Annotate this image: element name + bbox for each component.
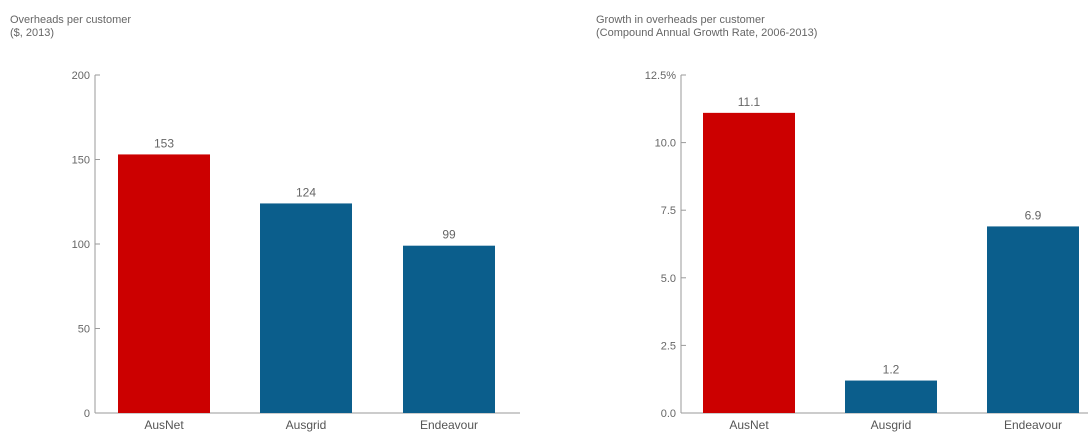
category-label: AusNet <box>144 418 184 432</box>
bar-ausnet <box>703 112 795 413</box>
bar-endeavour <box>403 245 495 413</box>
y-tick-label: 0.0 <box>661 408 676 420</box>
y-tick-label: 200 <box>72 70 90 82</box>
y-tick-label: 150 <box>72 155 90 167</box>
category-label: Endeavour <box>1004 418 1062 432</box>
growth-chart-panel: Growth in overheads per customer (Compou… <box>540 0 1091 434</box>
bar-ausgrid <box>845 380 937 413</box>
data-label: 124 <box>296 185 316 199</box>
bar-ausnet <box>118 154 210 413</box>
data-label: 11.1 <box>738 95 761 109</box>
data-label: 1.2 <box>883 363 900 377</box>
y-tick-label: 50 <box>78 324 90 336</box>
category-label: Endeavour <box>420 418 478 432</box>
data-label: 6.9 <box>1025 208 1042 222</box>
category-label: Ausgrid <box>286 418 327 432</box>
category-label: Ausgrid <box>871 418 912 432</box>
chart-title: Growth in overheads per customer <box>596 14 765 26</box>
overheads-chart-panel: Overheads per customer ($, 2013) 0 50 100 1… <box>0 0 540 434</box>
y-tick-label: 0 <box>84 408 90 420</box>
bar-endeavour <box>987 226 1079 413</box>
y-tick-label: 10.0 <box>655 138 676 150</box>
chart-subtitle: (Compound Annual Growth Rate, 2006-2013) <box>596 27 818 39</box>
category-label: AusNet <box>729 418 769 432</box>
chart-title: Overheads per customer <box>10 14 132 26</box>
y-tick-label: 100 <box>72 239 90 251</box>
y-tick-label: 2.5 <box>661 340 676 352</box>
y-tick-label: 5.0 <box>661 273 676 285</box>
growth-bar-chart: 0.0 2.5 5.0 7.5 10.0 12.5% 11.1 AusNet 1.2 Ausgri… <box>645 70 1088 432</box>
data-label: 153 <box>154 136 174 150</box>
chart-subtitle: ($, 2013) <box>10 27 55 39</box>
y-tick-label: 12.5% <box>645 70 676 82</box>
bar-ausgrid <box>260 203 352 413</box>
overheads-bar-chart: 0 50 100 150 200 153 AusNet 124 Ausgrid 99 Endeavo… <box>72 70 520 432</box>
data-label: 99 <box>442 228 456 242</box>
y-tick-label: 7.5 <box>661 205 676 217</box>
